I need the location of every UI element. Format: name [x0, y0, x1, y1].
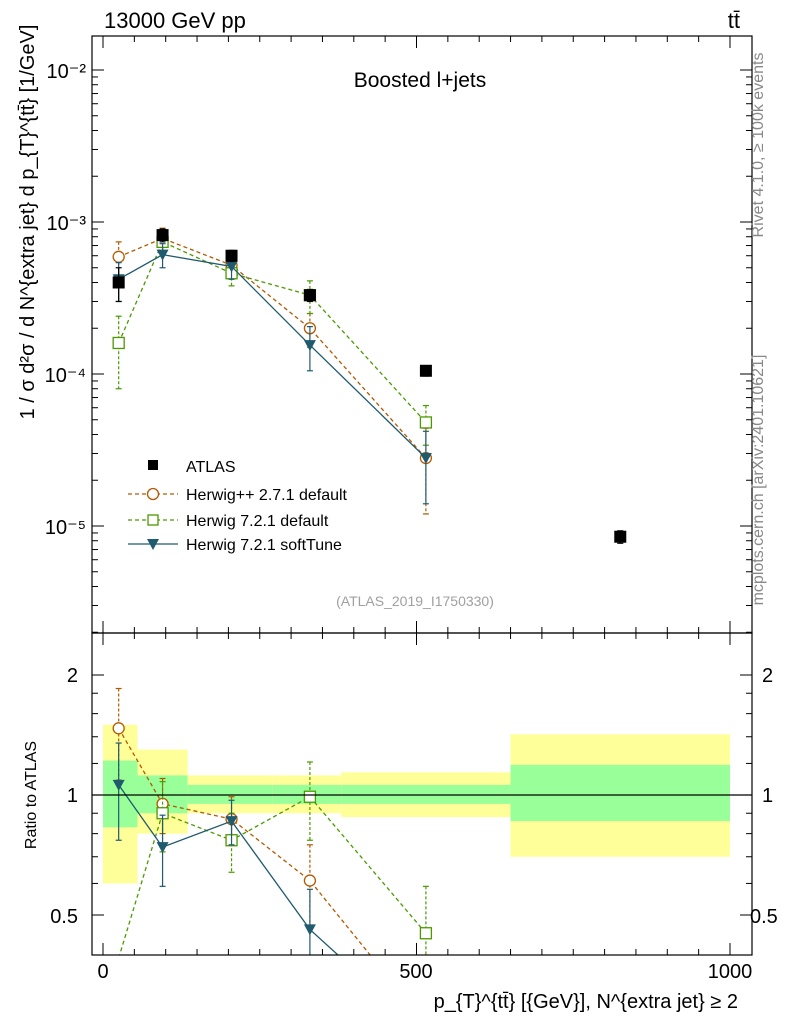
x-axis-title: p_{T}^{tt̄} [{GeV}], N^{extra jet} ≥ 2: [434, 991, 738, 1013]
x-tick-label: 1000: [708, 961, 753, 983]
main-point-atlas: [156, 229, 169, 242]
ratio-series-line-herwigpp: [118, 727, 372, 955]
main-series-line-softtune: [118, 253, 427, 459]
legend-label: Herwig++ 2.7.1 default: [186, 487, 348, 504]
main-point-atlas: [112, 276, 125, 289]
ratio-y-tick-label: 1: [67, 785, 78, 807]
ratio-uncertainty-bands: [103, 724, 730, 884]
main-y-tick-labels: 10⁻² 10⁻³ 10⁻⁴ 10⁻⁵: [45, 61, 87, 539]
main-y-tick-label: 10⁻³: [47, 213, 87, 235]
main-point-atlas: [614, 530, 627, 543]
ratio-point-softtune: [112, 779, 125, 791]
process-label: tt̄: [728, 8, 740, 33]
legend-entry-softtune: Herwig 7.2.1 softTune: [128, 537, 342, 554]
main-point-herwig721: [112, 336, 125, 350]
ratio-point-herwigpp: [303, 874, 317, 887]
main-point-softtune: [419, 453, 432, 465]
main-point-atlas: [419, 364, 432, 377]
ratio-point-herwig721: [303, 790, 317, 803]
main-point-atlas: [303, 289, 316, 302]
main-point-herwig721: [419, 416, 433, 429]
main-point-softtune: [303, 340, 316, 352]
main-series-line-herwig721: [118, 241, 427, 423]
main-point-atlas: [225, 249, 238, 262]
ratio-y-tick-label-right: 1: [762, 785, 773, 807]
legend-label: Herwig 7.2.1 softTune: [186, 537, 342, 554]
main-panel-data: [112, 227, 627, 544]
legend-marker-herwigpp: [146, 487, 160, 501]
legend-label: Herwig 7.2.1 default: [186, 513, 329, 530]
rivet-version-label: Rivet 4.1.0, ≥ 100k events: [750, 53, 767, 238]
ratio-y-tick-labels: 2 1 0.5 2 1 0.5: [50, 665, 778, 928]
band-green-5: [510, 764, 730, 822]
band-green-4: [341, 784, 511, 804]
x-tick-label: 500: [399, 961, 432, 983]
ratio-panel-frame: [91, 632, 753, 956]
legend-entry-herwigpp: Herwig++ 2.7.1 default: [128, 487, 348, 504]
main-series-line-herwigpp: [118, 237, 427, 459]
main-y-tick-label: 10⁻²: [47, 61, 87, 83]
main-y-tick-label: 10⁻⁴: [45, 365, 86, 387]
ratio-y-tick-label: 0.5: [50, 906, 78, 928]
mcplots-label: mcplots.cern.ch [arXiv:2401.10621]: [750, 355, 767, 606]
x-tick-labels: 0 500 1000: [97, 961, 752, 983]
legend-marker-herwig721: [147, 514, 159, 526]
plot-title: Boosted l+jets: [354, 69, 487, 92]
ratio-point-herwigpp: [112, 722, 125, 735]
ratio-y-tick-label-right: 2: [762, 665, 773, 687]
ratio-y-tick-label-right: 0.5: [750, 906, 778, 928]
band-green-0: [103, 760, 138, 828]
band-green-2: [187, 784, 273, 804]
ratio-y-axis-title: Ratio to ATLAS: [23, 741, 40, 849]
legend: ATLAS Herwig++ 2.7.1 default Herwig 7.2.…: [128, 459, 348, 554]
main-point-herwigpp: [112, 250, 125, 263]
ratio-y-tick-label: 2: [67, 665, 78, 687]
main-y-tick-label: 10⁻⁵: [45, 517, 86, 539]
legend-label: ATLAS: [186, 459, 236, 476]
ratio-point-softtune: [156, 842, 169, 854]
energy-label: 13000 GeV pp: [104, 8, 246, 33]
analysis-id: (ATLAS_2019_I1750330): [336, 593, 494, 609]
main-point-softtune: [225, 261, 238, 273]
legend-marker-atlas: [148, 460, 158, 470]
ratio-panel-data: [112, 687, 433, 955]
legend-entry-atlas: ATLAS: [148, 459, 236, 476]
legend-marker-softtune: [147, 539, 159, 550]
legend-entry-herwig721: Herwig 7.2.1 default: [128, 513, 329, 530]
main-point-softtune: [156, 249, 169, 261]
ratio-point-herwig721: [419, 927, 433, 940]
axis-ticks: [92, 36, 752, 955]
main-y-axis-title: 1 / σ d²σ / d N^{extra jet} d p_{T}^{tt̄…: [17, 25, 39, 420]
ratio-point-softtune: [225, 816, 238, 828]
ratio-point-softtune: [303, 924, 316, 936]
x-tick-label: 0: [97, 961, 108, 983]
